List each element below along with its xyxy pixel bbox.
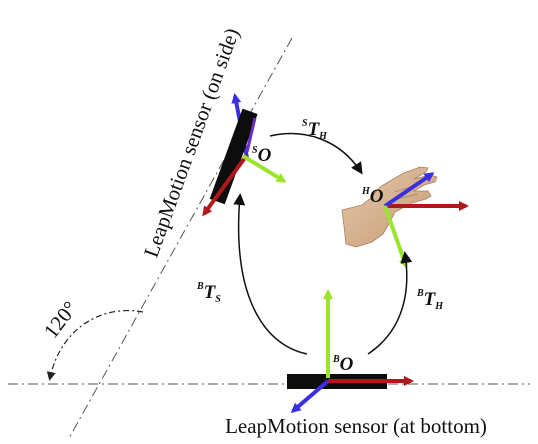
- side-sensor-group: SO: [202, 93, 287, 217]
- transform-label-s-to-h: STH: [302, 118, 328, 142]
- angle-arc: [46, 310, 144, 381]
- bottom-sensor-group: BO: [287, 289, 414, 413]
- side-sensor-reference-line: [67, 37, 293, 441]
- bottom-sensor-frame-label: BO: [332, 354, 354, 375]
- side-sensor-green-axis: [241, 154, 287, 183]
- transform-arrow-b-to-h: [367, 251, 413, 355]
- side-sensor-label: LeapMotion sensor (on side): [139, 25, 244, 261]
- hand-group: HO: [341, 166, 469, 269]
- hand-frame-label: HO: [361, 186, 384, 207]
- hand-green-axis: [383, 205, 409, 269]
- bottom-sensor-label: LeapMotion sensor (at bottom): [225, 414, 487, 438]
- side-sensor-violet-axis: [245, 117, 257, 153]
- transform-arrow-b-to-s: [233, 193, 308, 355]
- angle-label: 120°: [39, 297, 82, 343]
- transform-label-b-to-s: BTS: [196, 281, 221, 305]
- side-sensor-body: [209, 108, 258, 205]
- side-sensor-frame-label: SO: [252, 145, 272, 166]
- transform-label-b-to-h: BTH: [416, 288, 444, 312]
- bottom-sensor-blue-axis: [290, 379, 330, 413]
- hand-blue-axis: [383, 172, 435, 208]
- transform-arrow-s-to-h: [269, 132, 363, 175]
- side-sensor-red-axis: [202, 153, 249, 217]
